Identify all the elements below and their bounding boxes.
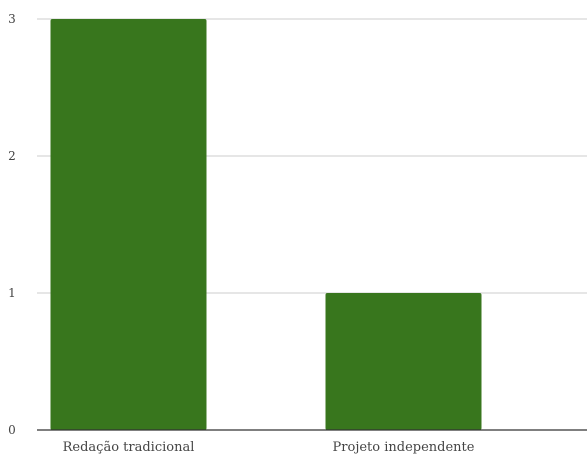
bar-0 — [50, 19, 207, 430]
y-tick-label: 3 — [8, 12, 16, 26]
y-tick-label: 1 — [8, 286, 16, 300]
x-axis-labels: Redação tradicional Projeto independente — [63, 440, 475, 455]
bars — [50, 19, 482, 430]
y-tick-label: 2 — [8, 149, 16, 163]
y-axis-ticks: 0 1 2 3 — [8, 12, 16, 437]
x-category-label: Redação tradicional — [63, 440, 195, 455]
y-tick-label: 0 — [8, 423, 16, 437]
bar-1 — [325, 293, 482, 430]
x-category-label: Projeto independente — [333, 440, 475, 455]
